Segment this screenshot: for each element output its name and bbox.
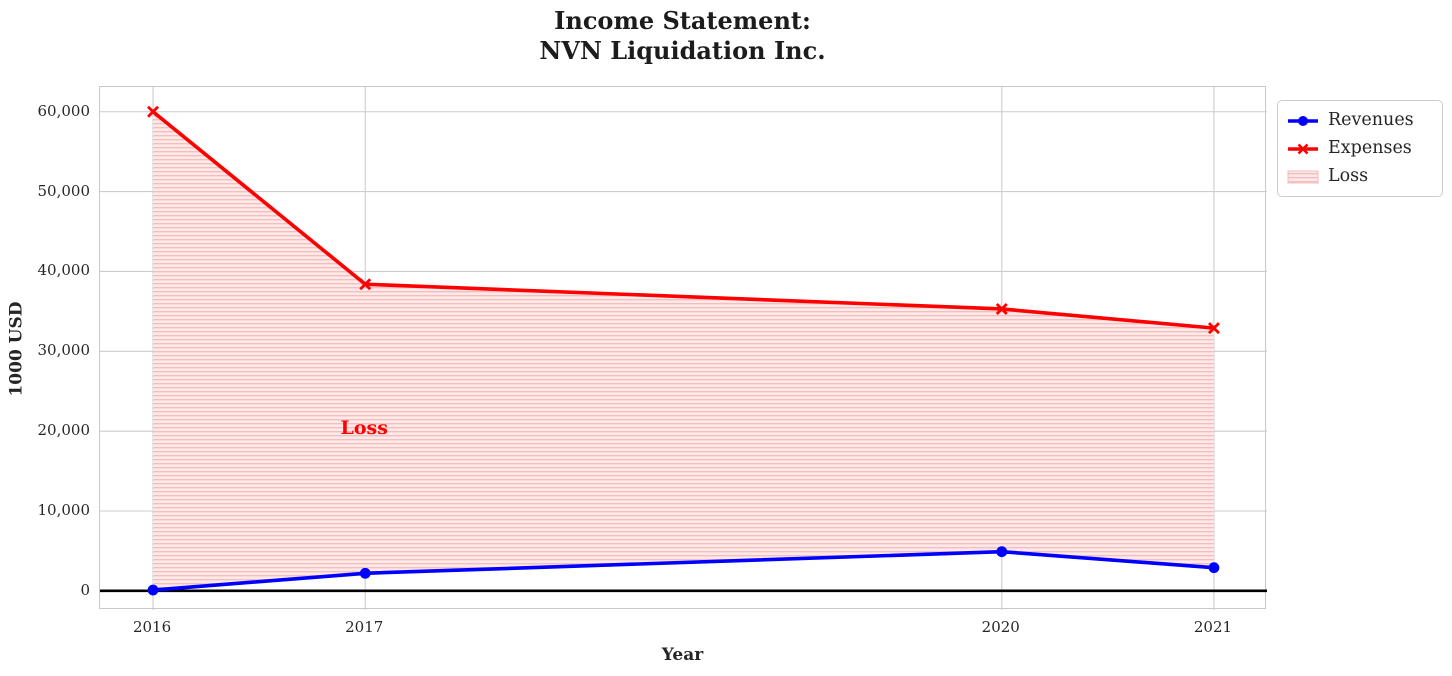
revenues-line-swatch-icon <box>1287 113 1319 129</box>
chart-title-line-1: Income Statement: <box>554 6 811 35</box>
y-tick-label: 10,000 <box>37 500 91 519</box>
loss-patch-swatch-icon <box>1287 169 1319 185</box>
plot-canvas <box>100 87 1267 610</box>
legend-item-expenses: Expenses <box>1287 137 1432 160</box>
legend-label-expenses: Expenses <box>1328 138 1412 158</box>
legend: Revenues Expenses Loss <box>1277 100 1443 197</box>
x-tick-label: 2016 <box>132 618 172 636</box>
y-tick-label: 40,000 <box>37 261 91 280</box>
plot-area <box>99 86 1267 610</box>
chart-title: Income Statement: NVN Liquidation Inc. <box>99 6 1266 66</box>
legend-label-revenues: Revenues <box>1328 110 1414 130</box>
y-tick-label: 0 <box>80 580 90 599</box>
y-tick-label: 30,000 <box>37 341 91 360</box>
x-axis-label: Year <box>661 645 704 665</box>
y-tick-label: 20,000 <box>37 421 91 440</box>
x-tick-label: 2020 <box>981 618 1020 636</box>
expenses-line-swatch-icon <box>1287 141 1319 157</box>
x-tick-label: 2021 <box>1193 618 1233 636</box>
y-tick-label: 60,000 <box>37 101 91 120</box>
loss-annotation: Loss <box>340 417 388 440</box>
x-tick-label: 2017 <box>345 618 384 636</box>
y-axis-label: 1000 USD <box>6 301 27 397</box>
legend-item-loss: Loss <box>1287 165 1432 188</box>
chart-title-line-2: NVN Liquidation Inc. <box>539 36 826 65</box>
legend-item-revenues: Revenues <box>1287 109 1432 132</box>
legend-label-loss: Loss <box>1328 166 1369 186</box>
y-tick-label: 50,000 <box>37 181 91 200</box>
